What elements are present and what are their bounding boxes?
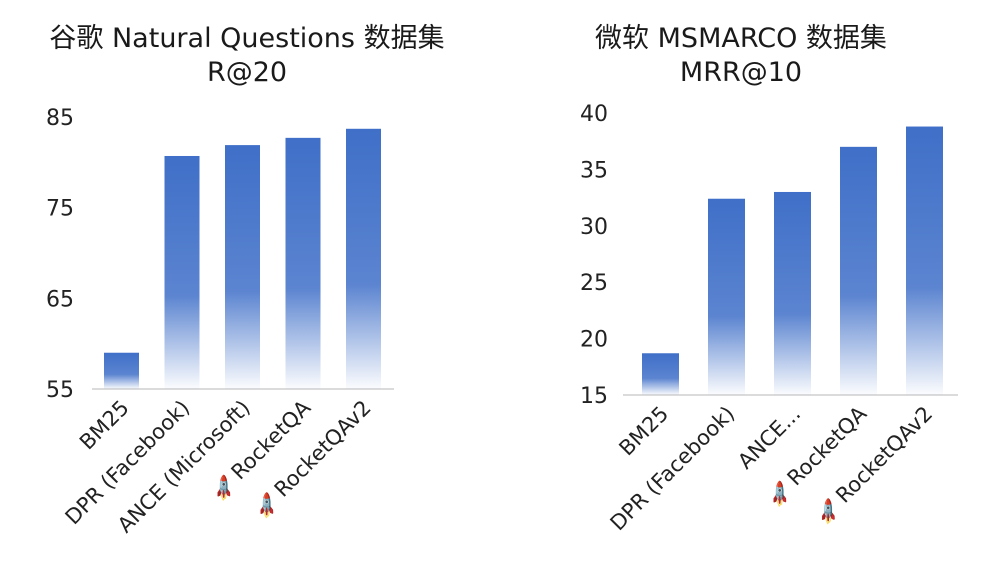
y-tick-label: 20 (580, 328, 608, 353)
x-tick-label: BM25 (614, 402, 673, 461)
y-tick-label: 35 (580, 158, 608, 183)
chart-title: 谷歌 Natural Questions 数据集 (49, 23, 445, 54)
x-tick-label-group: DPR (Facebook) (606, 402, 740, 536)
y-tick-label: 25 (580, 271, 608, 296)
y-tick-label: 15 (580, 384, 608, 409)
bar (225, 145, 260, 389)
bar (104, 352, 139, 389)
chart-panel-nq: 谷歌 Natural Questions 数据集 R@20 55 65 75 85 BM… (46, 23, 445, 537)
bar (164, 155, 200, 389)
chart-subtitle: R@20 (206, 57, 288, 88)
y-tick-label: 75 (46, 197, 74, 222)
chart-subtitle: MRR@10 (679, 57, 803, 88)
y-tick-label: 30 (580, 215, 608, 240)
x-tick-label: DPR (Facebook) (606, 402, 740, 536)
x-tick-label: BM25 (75, 396, 134, 455)
bar (774, 191, 811, 395)
bar (906, 126, 943, 395)
chart-panel-msmarco: 微软 MSMARCO 数据集 MRR@10 15 20 25 30 35 40 BM25 DP… (494, 0, 988, 582)
bar (642, 353, 679, 395)
y-tick-label: 85 (46, 106, 74, 131)
bar (708, 198, 745, 395)
chart-title: 微软 MSMARCO 数据集 (595, 23, 887, 54)
y-tick-label: 55 (46, 378, 74, 403)
x-tick-label-group: BM25 (75, 396, 134, 455)
x-tick-label-group: 🚀 RocketQAv2 (811, 402, 938, 528)
bar (840, 146, 877, 395)
x-tick-label: 🚀 RocketQAv2 (811, 402, 937, 528)
bar (285, 137, 321, 389)
y-tick-label: 65 (46, 287, 74, 312)
x-tick-label-group: BM25 (614, 402, 673, 461)
bar (346, 128, 381, 389)
y-tick-label: 40 (580, 102, 608, 127)
